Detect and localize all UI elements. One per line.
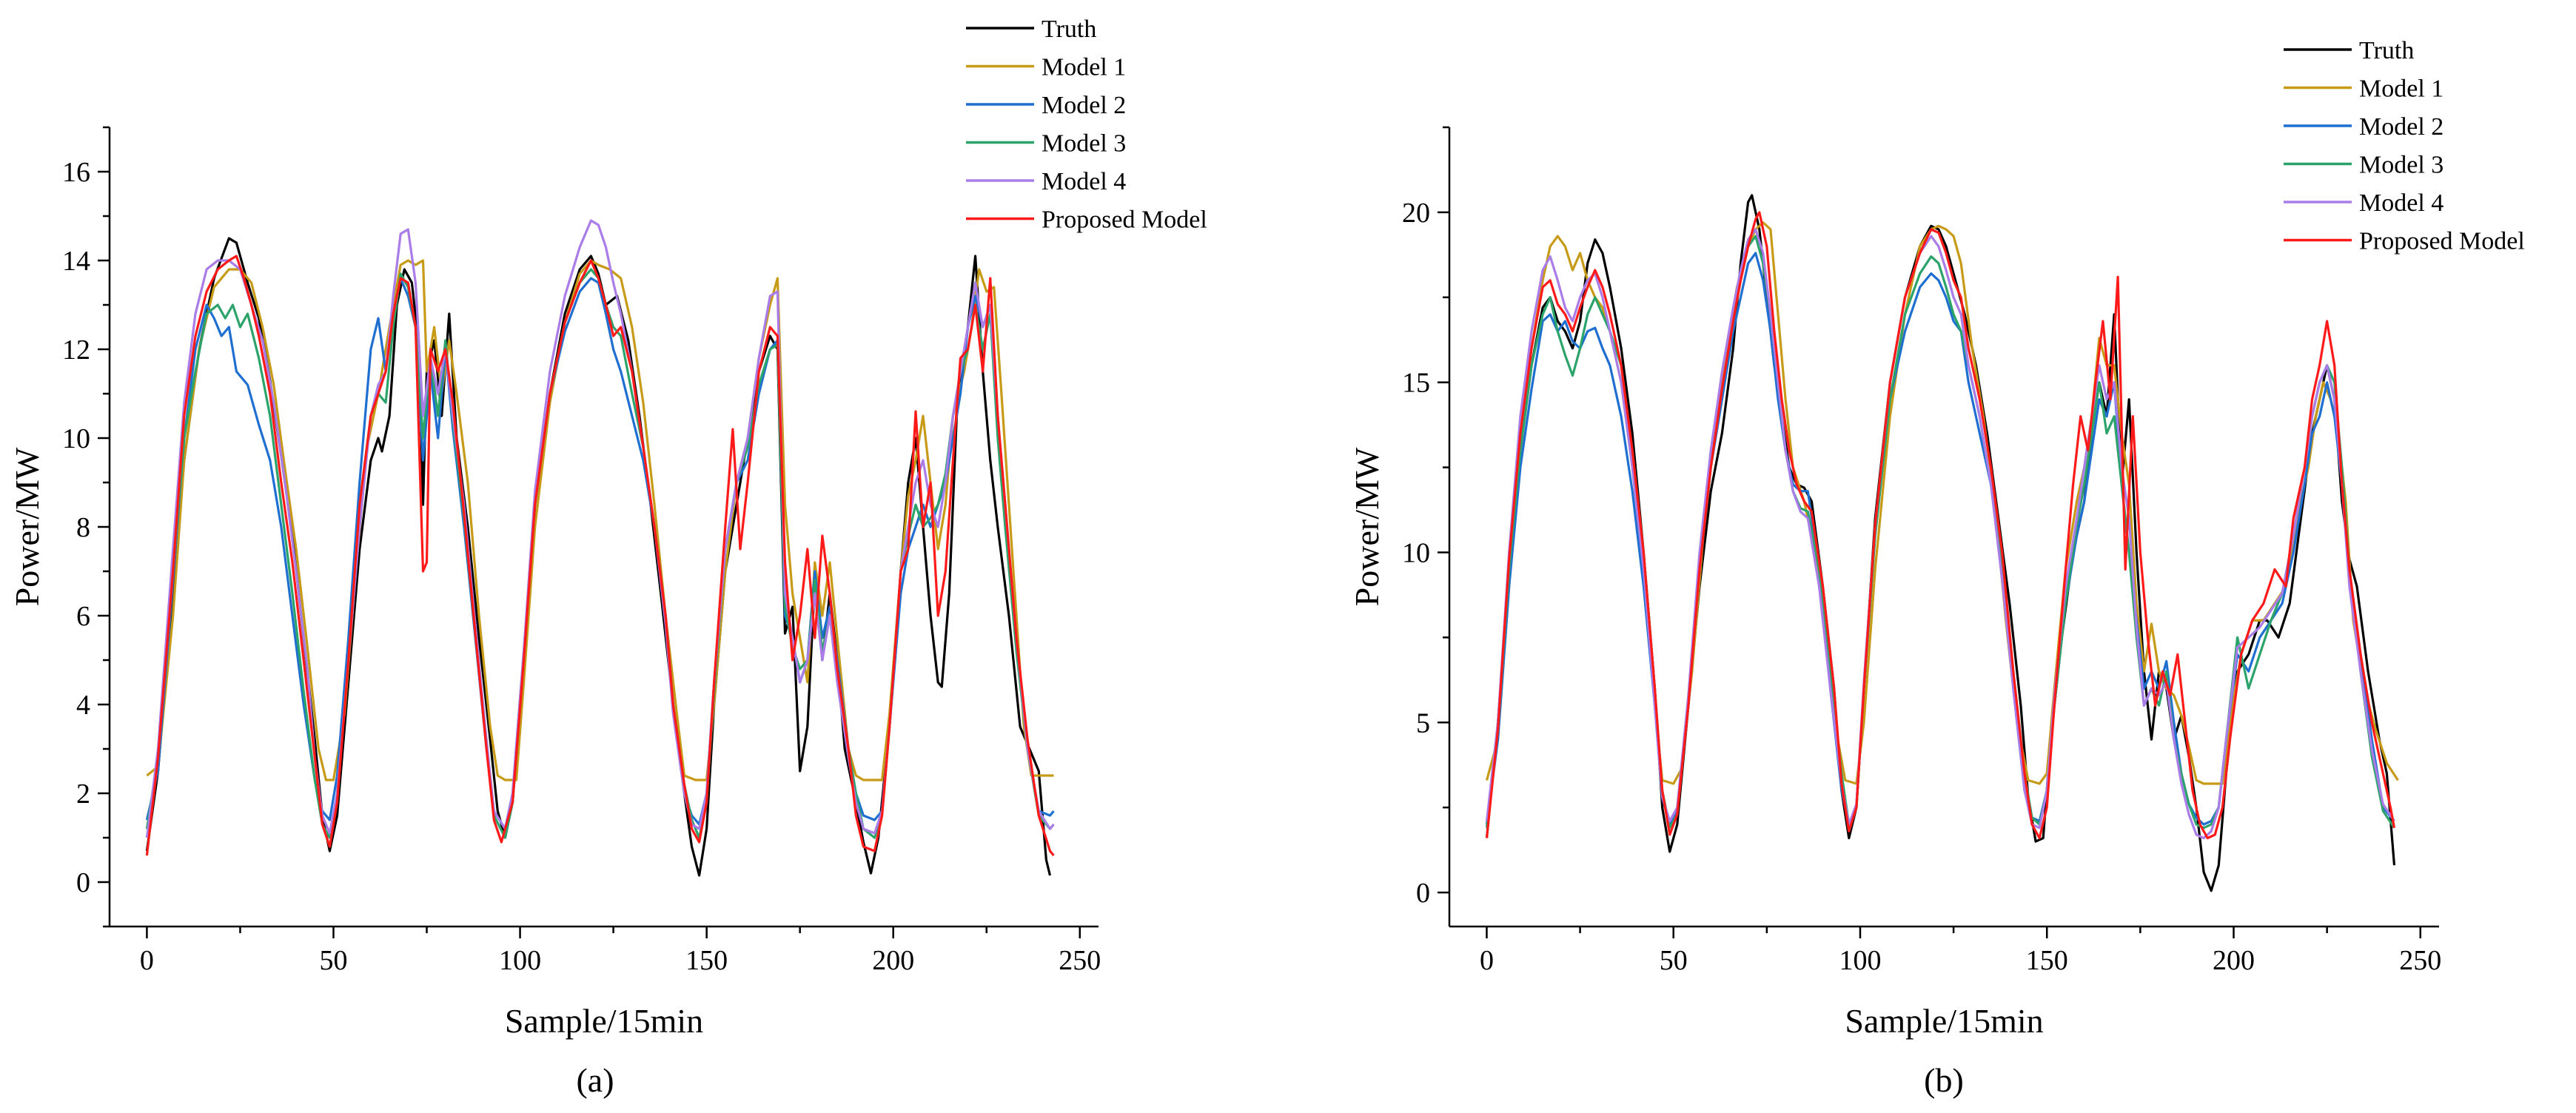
- x-tick-label: 250: [1059, 945, 1101, 976]
- x-tick-label: 150: [2026, 945, 2068, 976]
- x-tick-label: 150: [685, 945, 728, 976]
- y-tick-label: 6: [76, 601, 90, 632]
- series-line-model-2: [1485, 252, 2395, 826]
- legend-label: Proposed Model: [1042, 206, 1207, 234]
- legend-label: Model 3: [2359, 152, 2443, 179]
- y-tick-label: 12: [62, 334, 90, 366]
- legend-label: Model 1: [1042, 54, 1126, 81]
- series-line-model-3: [1485, 235, 2395, 830]
- x-tick-label: 0: [1480, 945, 1494, 976]
- legend-label: Truth: [2359, 37, 2414, 64]
- y-tick-label: 14: [62, 246, 90, 277]
- x-tick-label: 50: [1660, 945, 1688, 976]
- y-tick-label: 10: [62, 423, 90, 454]
- y-tick-label: 15: [1402, 368, 1430, 399]
- y-tick-label: 0: [1416, 878, 1430, 909]
- y-tick-label: 20: [1402, 198, 1430, 229]
- series-line-model-4: [1485, 228, 2395, 840]
- y-tick-label: 16: [62, 157, 90, 188]
- x-tick-label: 50: [319, 945, 347, 976]
- y-tick-label: 4: [76, 690, 90, 721]
- y-axis-label: Power/MW: [1348, 447, 1386, 606]
- y-tick-label: 8: [76, 512, 90, 543]
- chart-panel-a: 0 50 100 150 200 250 0 2 4 6 8 10 12 14 16 Sample/15min…: [8, 16, 1207, 1099]
- y-tick-label: 10: [1402, 537, 1430, 568]
- chart-panel-b: 0 50 100 150 200 250 0 5 10 15 20 Sample/15min Power…: [1348, 37, 2525, 1099]
- legend-label: Model 4: [1042, 168, 1126, 195]
- panel-label: (b): [1924, 1061, 1964, 1099]
- series-line-proposed-model: [1485, 211, 2396, 840]
- x-tick-label: 100: [499, 945, 541, 976]
- series-line-model-1: [1485, 221, 2399, 785]
- series-line-model-2: [145, 277, 1055, 830]
- legend-label: Model 3: [1042, 130, 1126, 158]
- legend-label: Proposed Model: [2359, 228, 2525, 255]
- y-tick-label: 0: [76, 867, 90, 898]
- y-tick-label: 5: [1416, 707, 1430, 739]
- series-line-model-3: [145, 268, 1055, 839]
- x-axis-label: Sample/15min: [1845, 1002, 2043, 1040]
- series-line-truth: [1485, 194, 2396, 892]
- y-axis-label: Power/MW: [8, 447, 46, 606]
- x-tick-label: 200: [2213, 945, 2255, 976]
- y-tick-label: 2: [76, 779, 90, 810]
- series-line-model-4: [145, 219, 1055, 838]
- x-tick-label: 100: [1839, 945, 1881, 976]
- legend-label: Model 2: [1042, 92, 1126, 119]
- legend-label: Model 1: [2359, 75, 2443, 103]
- x-tick-label: 0: [140, 945, 154, 976]
- series-line-model-1: [146, 259, 1054, 781]
- legend-label: Model 2: [2359, 113, 2443, 141]
- x-tick-label: 250: [2399, 945, 2441, 976]
- panel-label: (a): [576, 1061, 614, 1099]
- x-tick-label: 200: [872, 945, 914, 976]
- series-line-proposed-model: [145, 255, 1055, 857]
- series-line-truth: [145, 237, 1052, 877]
- x-axis-label: Sample/15min: [505, 1002, 703, 1040]
- legend-label: Model 4: [2359, 189, 2443, 217]
- legend-label: Truth: [1042, 16, 1096, 43]
